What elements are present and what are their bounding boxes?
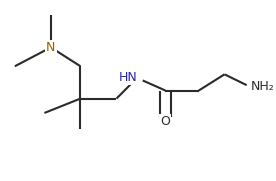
Text: HN: HN: [118, 71, 137, 84]
Text: NH₂: NH₂: [250, 80, 274, 93]
Text: O: O: [160, 115, 170, 128]
Text: N: N: [46, 41, 55, 54]
